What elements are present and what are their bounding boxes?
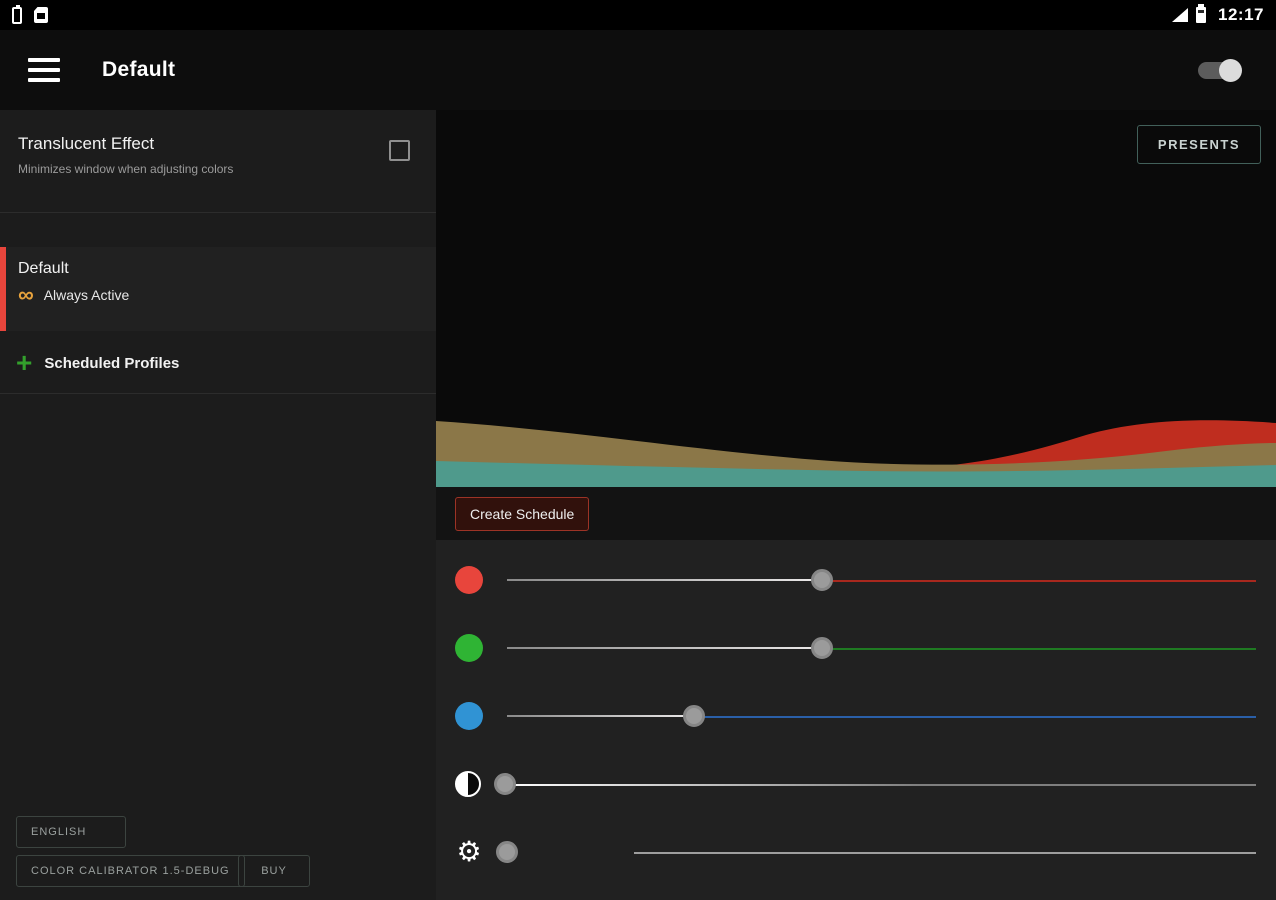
presets-button[interactable]: PRESENTS: [1136, 125, 1261, 164]
sliders-panel: ⚙: [436, 540, 1276, 900]
create-schedule-button[interactable]: Create Schedule: [455, 496, 590, 531]
battery-icon: [1196, 4, 1207, 23]
status-bar: 12:17: [0, 0, 1276, 30]
hamburger-menu-icon[interactable]: [28, 58, 60, 82]
gamma-slider-thumb[interactable]: [496, 841, 518, 863]
page-title: Default: [102, 58, 176, 81]
divider: [0, 212, 436, 213]
scheduled-profiles-label: Scheduled Profiles: [44, 354, 180, 372]
blue-slider-thumb[interactable]: [683, 705, 706, 727]
toggle-knob: [1219, 58, 1242, 82]
blue-slider-track[interactable]: [507, 705, 1256, 727]
red-channel-icon: [455, 566, 483, 594]
signal-strength-icon: [1172, 8, 1189, 22]
sd-card-icon: [34, 7, 48, 23]
color-preview-area: PRESENTS: [436, 110, 1276, 487]
profile-item-default[interactable]: Default ∞ Always Active: [0, 247, 436, 331]
translucent-effect-checkbox[interactable]: [389, 140, 410, 161]
profile-toggle[interactable]: [1198, 58, 1242, 82]
green-channel-icon: [455, 634, 483, 662]
gamma-channel-icon: ⚙: [456, 836, 482, 867]
contrast-channel-icon: [455, 771, 481, 797]
blue-channel-icon: [455, 702, 483, 730]
green-slider-track[interactable]: [507, 637, 1256, 659]
translucent-effect-row[interactable]: Translucent Effect Minimizes window when…: [0, 110, 436, 212]
slider-row-contrast: [436, 750, 1276, 818]
language-button[interactable]: ENGLISH: [16, 816, 126, 848]
translucent-effect-subtitle: Minimizes window when adjusting colors: [18, 162, 234, 176]
wave-teal: [436, 461, 1276, 487]
gamma-slider-track[interactable]: [496, 841, 1256, 863]
clock: 12:17: [1218, 5, 1264, 24]
sidebar: Translucent Effect Minimizes window when…: [0, 110, 436, 900]
app-bar: Default: [0, 30, 1276, 110]
add-scheduled-profile-button[interactable]: + Scheduled Profiles: [0, 331, 436, 393]
slider-row-red: [436, 546, 1276, 614]
contrast-slider-track[interactable]: [494, 773, 1256, 795]
slider-row-gamma: ⚙: [436, 818, 1276, 886]
app-version-button[interactable]: COLOR CALIBRATOR 1.5-DEBUG: [16, 855, 245, 887]
slider-row-blue: [436, 682, 1276, 750]
buy-button[interactable]: BUY: [238, 855, 310, 887]
profile-schedule-label: Always Active: [43, 287, 130, 303]
translucent-effect-title: Translucent Effect: [18, 134, 155, 153]
contrast-slider-thumb[interactable]: [494, 773, 516, 795]
profile-accent-bar: [0, 247, 6, 331]
red-slider-thumb[interactable]: [810, 569, 833, 591]
battery-outline-icon: [12, 4, 22, 24]
slider-row-green: [436, 614, 1276, 682]
green-slider-thumb[interactable]: [810, 637, 833, 659]
infinity-icon: ∞: [18, 282, 34, 307]
color-curves-chart: [436, 420, 1276, 487]
plus-icon: +: [16, 347, 33, 378]
schedule-bar: Create Schedule: [436, 487, 1276, 540]
main-panel: PRESENTS Create Schedule ⚙: [436, 110, 1276, 900]
profile-name: Default: [18, 260, 69, 277]
divider: [0, 393, 436, 394]
red-slider-track[interactable]: [507, 569, 1256, 591]
